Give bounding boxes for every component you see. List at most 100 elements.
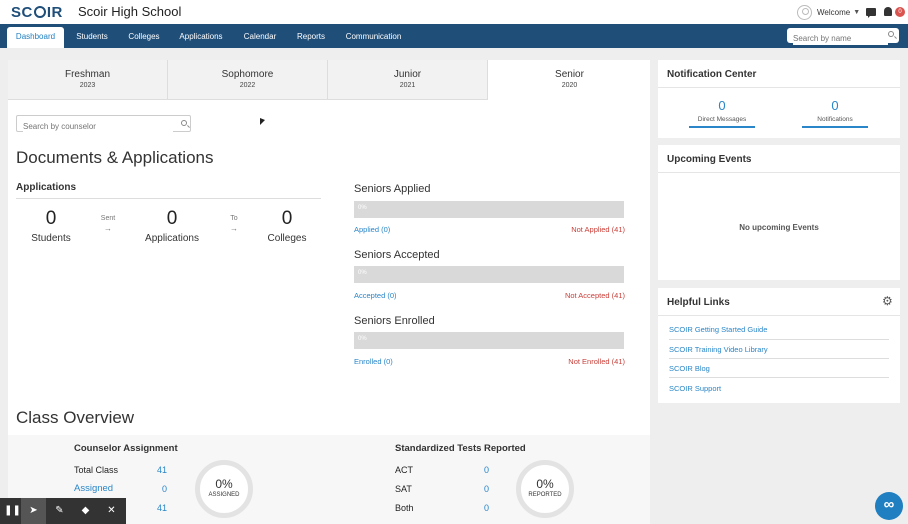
year-tab-freshman[interactable]: Freshman 2023 bbox=[8, 60, 168, 100]
unassigned-value[interactable]: 41 bbox=[157, 503, 168, 513]
search-icon[interactable] bbox=[888, 31, 894, 37]
tab-reports[interactable]: Reports bbox=[296, 32, 325, 41]
assigned-percent: 0% bbox=[215, 477, 233, 491]
act-value[interactable]: 0 bbox=[484, 465, 490, 475]
applications-count: 0 bbox=[166, 208, 178, 229]
enrolled-link[interactable]: Enrolled (0) bbox=[354, 357, 393, 366]
assigned-donut: 0% ASSIGNED bbox=[195, 460, 253, 518]
counselor-assignment-heading: Counselor Assignment bbox=[74, 443, 178, 454]
welcome-label: Welcome bbox=[817, 7, 851, 17]
upcoming-events-title: Upcoming Events bbox=[667, 154, 752, 165]
divider bbox=[669, 339, 889, 340]
both-value[interactable]: 0 bbox=[484, 503, 490, 513]
direct-messages-count[interactable]: 0 bbox=[718, 98, 726, 113]
applications-heading: Applications bbox=[16, 182, 77, 193]
year-name: Freshman bbox=[64, 69, 110, 80]
helpful-link[interactable]: SCOIR Blog bbox=[669, 364, 710, 373]
gear-icon[interactable]: ⚙ bbox=[882, 294, 893, 308]
total-class-value[interactable]: 41 bbox=[157, 465, 168, 475]
tab-communication[interactable]: Communication bbox=[345, 32, 402, 41]
applied-link[interactable]: Applied (0) bbox=[354, 225, 391, 234]
annotation-toolbar: ❚❚ ➤ ✎ ◆ ✕ bbox=[0, 498, 126, 524]
upcoming-events-card: Upcoming Events No upcoming Events bbox=[658, 145, 900, 280]
year-value: 2023 bbox=[79, 82, 96, 89]
close-icon[interactable]: ✕ bbox=[107, 505, 116, 516]
notification-center-title: Notification Center bbox=[667, 69, 757, 80]
bar-percent: 0% bbox=[358, 205, 367, 211]
tab-dashboard[interactable]: Dashboard bbox=[7, 27, 64, 48]
to-label: To bbox=[230, 215, 238, 222]
name-search-input[interactable] bbox=[793, 32, 888, 45]
tab-colleges[interactable]: Colleges bbox=[128, 32, 160, 41]
tab-calendar[interactable]: Calendar bbox=[243, 32, 277, 41]
helpful-link[interactable]: SCOIR Training Video Library bbox=[669, 345, 768, 354]
documents-title: Documents & Applications bbox=[16, 148, 214, 167]
accepted-link[interactable]: Accepted (0) bbox=[354, 291, 397, 300]
assigned-donut-label: ASSIGNED bbox=[208, 492, 240, 498]
applications-label: Applications bbox=[145, 233, 199, 244]
arrow-right-icon: → bbox=[230, 224, 238, 233]
seniors-applied-title: Seniors Applied bbox=[354, 183, 431, 195]
search-icon[interactable] bbox=[181, 120, 187, 126]
total-class-label: Total Class bbox=[74, 465, 119, 475]
class-overview-title: Class Overview bbox=[16, 408, 135, 427]
divider bbox=[658, 87, 900, 88]
assigned-link[interactable]: Assigned bbox=[74, 483, 114, 494]
direct-messages-label[interactable]: Direct Messages bbox=[697, 116, 747, 123]
sat-label: SAT bbox=[395, 484, 412, 494]
year-tab-junior[interactable]: Junior 2021 bbox=[328, 60, 488, 100]
tab-students[interactable]: Students bbox=[76, 32, 108, 41]
notifications-label[interactable]: Notifications bbox=[817, 116, 853, 123]
mouse-cursor-icon bbox=[260, 118, 265, 125]
not-enrolled-link[interactable]: Not Enrolled (41) bbox=[568, 357, 625, 366]
notification-center-card: Notification Center 0 Direct Messages 0 … bbox=[658, 60, 900, 138]
counselor-search[interactable] bbox=[16, 115, 191, 133]
scoir-logo[interactable]: SC IR bbox=[11, 4, 63, 21]
helpful-link[interactable]: SCOIR Getting Started Guide bbox=[669, 325, 768, 334]
pen-icon[interactable]: ✎ bbox=[55, 505, 64, 516]
reported-donut: 0% REPORTED bbox=[516, 460, 574, 518]
colleges-label: Colleges bbox=[267, 233, 307, 244]
tab-applications[interactable]: Applications bbox=[179, 32, 223, 41]
divider bbox=[669, 377, 889, 378]
year-value: 2022 bbox=[239, 82, 256, 89]
name-search[interactable] bbox=[787, 28, 899, 45]
act-label: ACT bbox=[395, 465, 413, 475]
seniors-applied-bar: 0% bbox=[354, 201, 624, 218]
seniors-enrolled-title: Seniors Enrolled bbox=[354, 315, 435, 327]
help-chat-icon[interactable]: ∞ bbox=[875, 492, 903, 520]
assigned-value[interactable]: 0 bbox=[162, 484, 168, 494]
helpful-links-title: Helpful Links bbox=[667, 297, 730, 308]
colleges-count: 0 bbox=[281, 208, 293, 229]
helpful-links-card: Helpful Links ⚙ SCOIR Getting Started Gu… bbox=[658, 288, 900, 403]
year-name: Junior bbox=[393, 69, 422, 80]
not-applied-link[interactable]: Not Applied (41) bbox=[571, 225, 625, 234]
avatar-icon bbox=[797, 4, 812, 20]
pause-icon[interactable]: ❚❚ bbox=[4, 505, 21, 516]
notifications-underline bbox=[802, 126, 868, 128]
year-tab-senior[interactable]: Senior 2020 bbox=[489, 60, 650, 100]
welcome-menu[interactable]: Welcome ▼ bbox=[797, 3, 860, 21]
helpful-link[interactable]: SCOIR Support bbox=[669, 384, 722, 393]
sent-label: Sent bbox=[100, 215, 116, 222]
bar-percent: 0% bbox=[358, 270, 367, 276]
pointer-icon[interactable]: ➤ bbox=[21, 498, 46, 524]
arrow-right-icon: → bbox=[104, 224, 112, 233]
bell-icon[interactable] bbox=[884, 7, 892, 16]
direct-messages-underline bbox=[689, 126, 755, 128]
students-count: 0 bbox=[45, 208, 57, 229]
no-events-text: No upcoming Events bbox=[739, 223, 819, 232]
reported-donut-label: REPORTED bbox=[528, 492, 562, 498]
not-accepted-link[interactable]: Not Accepted (41) bbox=[564, 291, 625, 300]
year-tabs: Freshman 2023 Sophomore 2022 Junior 2021… bbox=[8, 60, 650, 100]
notifications-count[interactable]: 0 bbox=[831, 98, 839, 113]
sat-value[interactable]: 0 bbox=[484, 484, 490, 494]
seniors-enrolled-bar: 0% bbox=[354, 332, 624, 349]
chat-icon[interactable] bbox=[866, 8, 876, 18]
counselor-search-input[interactable] bbox=[23, 120, 173, 133]
both-label: Both bbox=[395, 503, 414, 513]
year-tab-sophomore[interactable]: Sophomore 2022 bbox=[168, 60, 328, 100]
seniors-accepted-title: Seniors Accepted bbox=[354, 249, 440, 261]
divider bbox=[16, 198, 321, 199]
eraser-icon[interactable]: ◆ bbox=[81, 505, 90, 516]
